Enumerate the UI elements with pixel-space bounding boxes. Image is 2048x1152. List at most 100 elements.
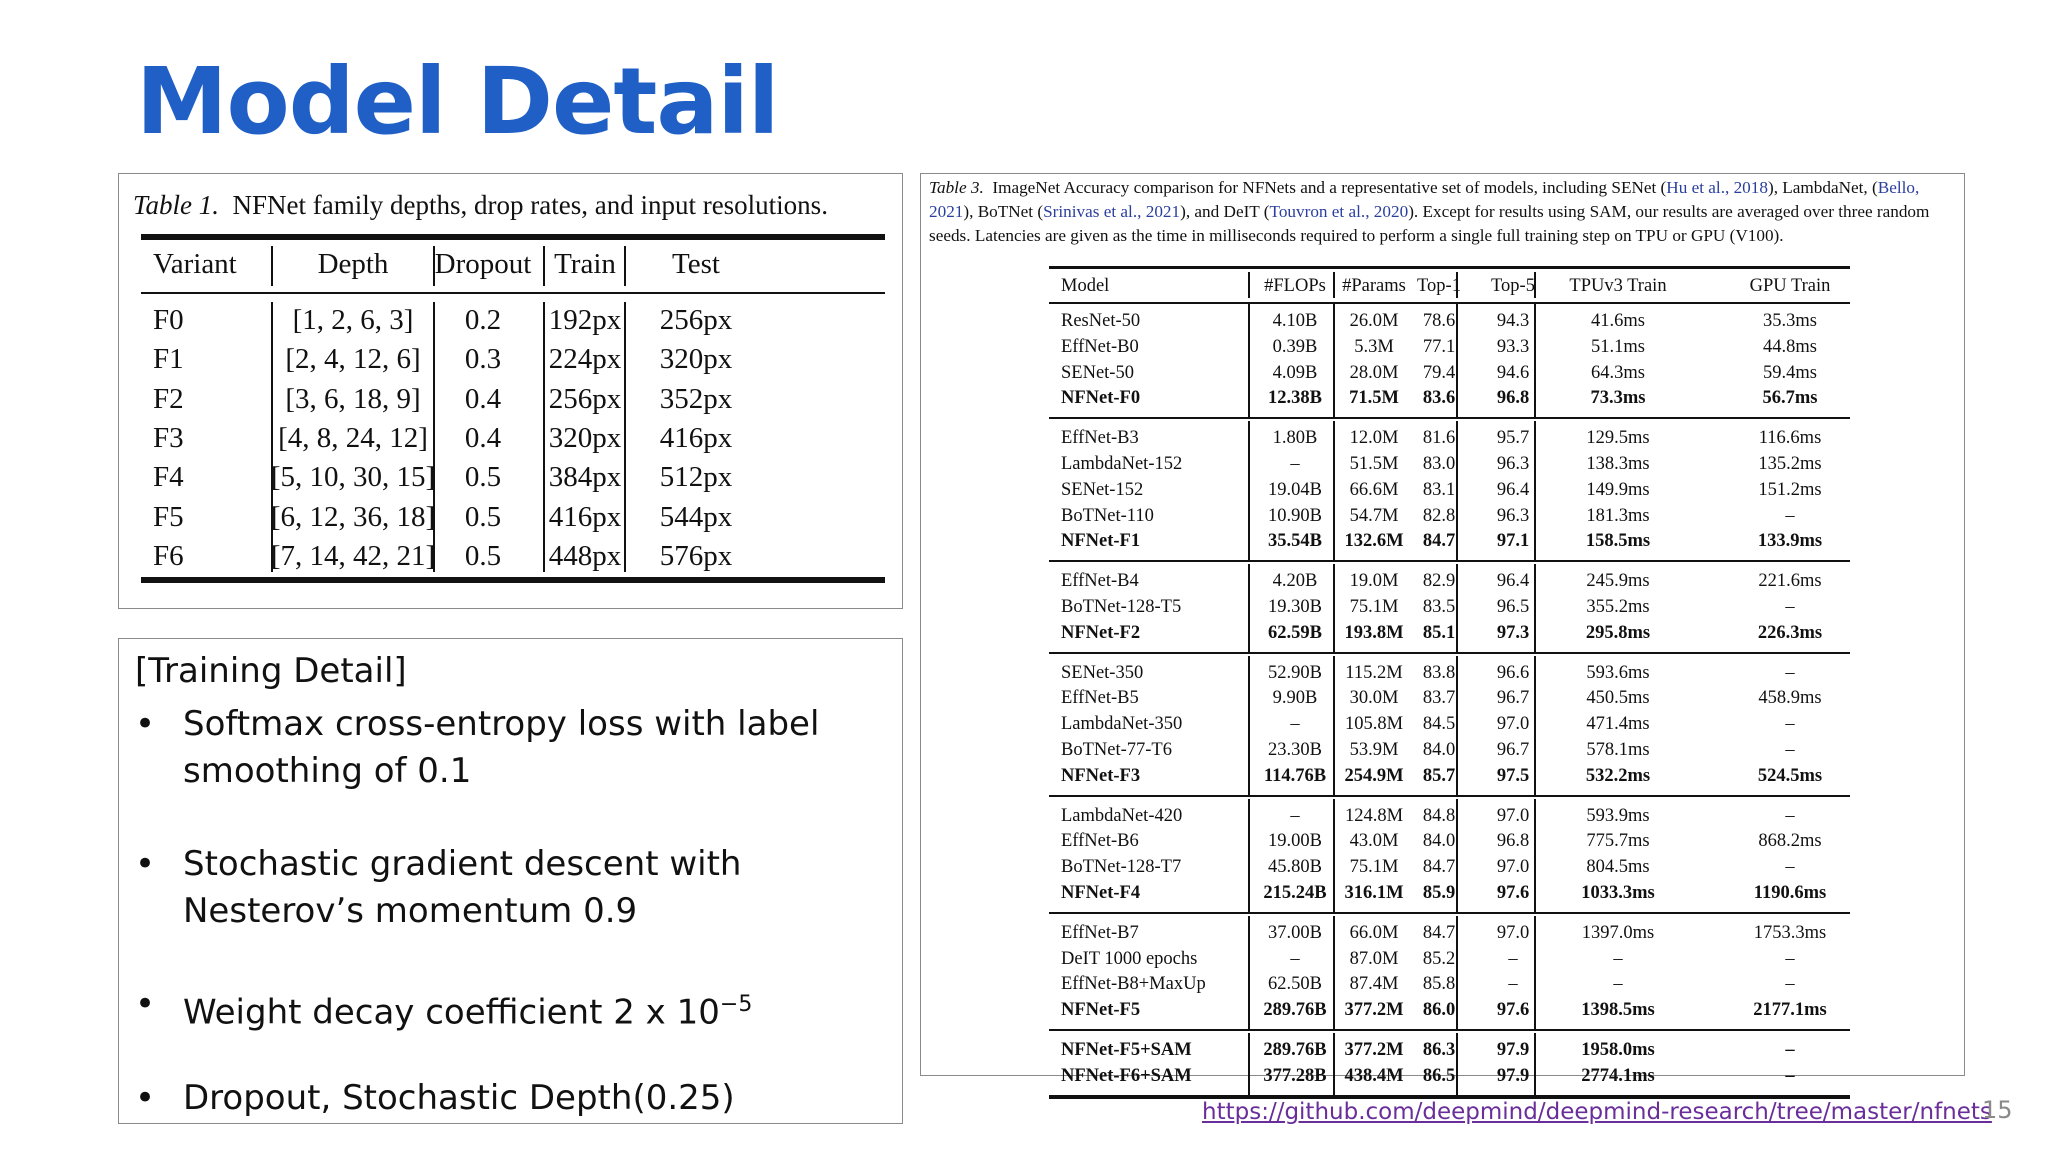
table3-cell-params: 124.8M [1344,805,1404,826]
table3-cell-top1: 84.7 [1422,922,1456,943]
table1-header-test: Test [672,248,720,280]
table3-cell-gpu-train: 458.9ms [1758,688,1822,709]
table3-cell-flops: 377.28B [1263,1065,1327,1086]
training-detail-panel: [Training Detail] • Softmax cross-entrop… [118,638,903,1124]
table3-cell-gpu-train: – [1785,662,1795,683]
table3-cell-top5: 96.4 [1496,571,1530,592]
table1-cell-dropout: 0.2 [464,304,502,336]
table1-header-rule [141,292,885,294]
table3-cell-top1: 84.0 [1422,831,1456,852]
table3-caption: Table 3. ImageNet Accuracy comparison fo… [929,176,1959,248]
table3-cell-gpu-train: – [1785,948,1795,969]
table3-cell-top5: 96.3 [1496,454,1530,474]
table3-cell-top5: 96.5 [1496,597,1530,617]
table3-cell-flops: 4.20B [1272,571,1318,592]
table3-cell-top1: 83.8 [1422,662,1456,683]
table3-cell-gpu-train: – [1785,740,1795,760]
table1-cell-test: 416px [659,421,733,454]
table1-cell-variant: F0 [153,304,184,336]
table1-column-divider [433,302,435,572]
table3-cell-tpu-train: – [1613,948,1623,969]
table3-column-divider [1333,798,1335,912]
table1-caption-text: NFNet family depths, drop rates, and inp… [232,190,828,220]
table3-cell-flops: – [1290,714,1300,735]
training-item-regularization: • Dropout, Stochastic Depth(0.25) [135,1075,885,1122]
table3-cell-top1: 83.5 [1422,597,1456,617]
table3-cell-flops: 52.90B [1268,662,1322,683]
citation-link[interactable]: Bello, 2021 [929,178,1920,221]
table3-cell-params: 254.9M [1344,765,1404,786]
table3-cell-params: 75.1M [1349,857,1399,878]
source-link[interactable]: https://github.com/deepmind/deepmind-res… [1202,1099,1992,1125]
table3-cell-model: NFNet-F0 [1061,388,1141,409]
table3-cell-tpu-train: 578.1ms [1586,740,1650,760]
table3-cell-model: BoTNet-128-T7 [1061,857,1182,878]
table3-column-divider [1534,564,1536,652]
table3-cell-gpu-train: 59.4ms [1763,362,1817,383]
table3-column-divider [1333,915,1335,1029]
table3-cell-flops: 0.39B [1272,336,1318,357]
table3-cell-gpu-train: 44.8ms [1763,336,1817,357]
table1-cell-variant: F3 [153,421,184,454]
weight-decay-text: Weight decay coefficient 2 x 10 [183,992,720,1033]
table3-cell-flops: 12.38B [1268,388,1322,409]
table3-cell-gpu-train: 221.6ms [1758,571,1822,592]
table3-cell-flops: 37.00B [1268,922,1322,943]
table3-caption-part5: ). Except for results using SAM, our res… [929,202,1930,245]
citation-link[interactable]: Touvron et al., 2020 [1269,202,1409,221]
table3-cell-tpu-train: 1398.5ms [1581,1000,1655,1021]
table3-column-divider [1248,798,1250,912]
table3-column-divider [1333,304,1335,418]
table3-cell-tpu-train: – [1613,974,1623,995]
table3-column-divider [1333,1033,1335,1095]
table3-header-params: #Params [1342,276,1406,296]
table3-column-divider [1534,421,1536,561]
table3-column-divider [1456,798,1458,912]
table3-cell-tpu-train: 1958.0ms [1581,1040,1655,1060]
table3-column-divider [1456,915,1458,1029]
table3-cell-top5: – [1508,974,1518,995]
citation-link[interactable]: Srinivas et al., 2021 [1043,202,1181,221]
table3-cell-top1: 82.8 [1422,505,1456,526]
training-item-text: Stochastic gradient descent with Nestero… [183,844,742,931]
bullet-icon: • [135,1078,156,1118]
table3-column-divider [1534,798,1536,912]
table3-cell-model: NFNet-F6+SAM [1061,1065,1192,1086]
table1-cell-variant: F2 [153,382,184,415]
table3-column-divider [1248,272,1250,298]
table3-cell-top1: 84.7 [1422,857,1456,878]
table3-header-flops: #FLOPs [1264,276,1326,296]
table3-cell-tpu-train: 1033.3ms [1581,883,1655,903]
table3-caption-part1: ImageNet Accuracy comparison for NFNets … [992,178,1667,197]
table3-cell-params: 71.5M [1349,388,1399,409]
table3-cell-model: EffNet-B7 [1061,922,1139,943]
table1-cell-variant: F4 [153,461,184,494]
table3-cell-flops: – [1290,948,1300,969]
table3-cell-tpu-train: 64.3ms [1591,362,1645,383]
table3-cell-model: NFNet-F3 [1061,765,1141,786]
table3-cell-gpu-train: – [1785,1065,1795,1086]
table3-cell-top1: 84.5 [1422,714,1456,735]
table1-cell-dropout: 0.4 [464,382,502,415]
table1-bottom-rule [141,577,885,583]
table3-cell-gpu-train: – [1785,857,1795,878]
table3-cell-flops: 62.59B [1268,622,1322,643]
citation-link[interactable]: Hu et al., 2018 [1666,178,1768,197]
table1-cell-train: 224px [548,343,622,376]
training-item-text: Weight decay coefficient 2 x 10−5 [183,981,885,1036]
table3-cell-tpu-train: 245.9ms [1586,571,1650,592]
table3-cell-flops: 289.76B [1263,1000,1327,1021]
table1-cell-depth: [7, 14, 42, 21] [270,539,436,572]
table3-cell-top1: 78.6 [1422,311,1456,331]
table1-column-divider [271,302,273,572]
table3-cell-top1: 85.7 [1422,765,1456,786]
table3-cell-top5: 97.0 [1496,922,1530,943]
table3-cell-model: EffNet-B4 [1061,571,1139,592]
table3-cell-params: 5.3M [1354,336,1394,357]
table3-cell-flops: 10.90B [1268,505,1322,526]
table3-header-rule [1049,302,1850,304]
table1-cell-dropout: 0.5 [464,461,502,494]
table3-cell-top5: 97.6 [1496,883,1530,903]
table3-cell-flops: 45.80B [1268,857,1322,878]
table3-column-divider [1456,564,1458,652]
